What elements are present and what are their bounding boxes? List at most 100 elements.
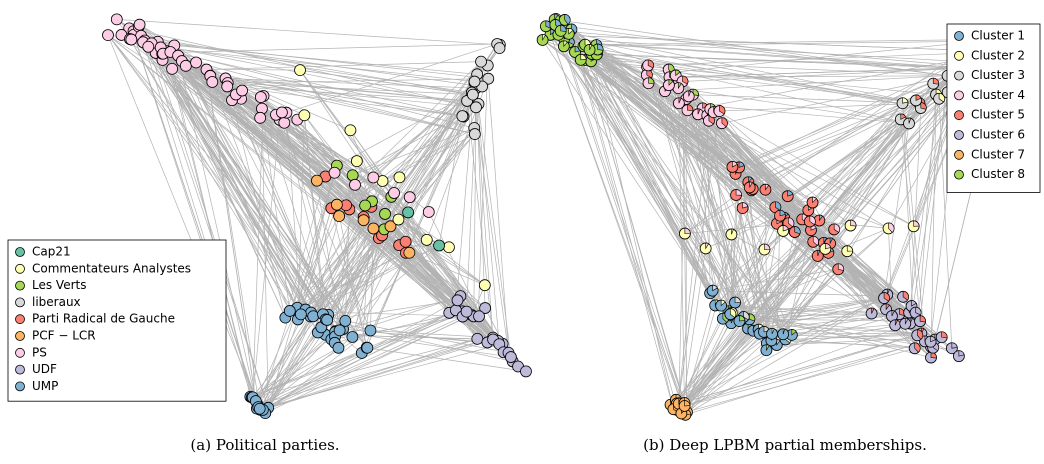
edge (739, 67, 980, 322)
edge (350, 130, 386, 215)
edge (352, 234, 382, 338)
edge (268, 338, 478, 409)
node-wedge (677, 82, 682, 90)
edge (735, 194, 773, 334)
node-wedge (833, 223, 840, 233)
edge (580, 59, 678, 411)
node (443, 241, 455, 254)
edge (263, 95, 305, 116)
legend-swatch (954, 70, 964, 81)
node (110, 13, 123, 26)
edge (681, 119, 902, 414)
legend-label: Cluster 8 (971, 167, 1025, 181)
legend-swatch (954, 50, 964, 61)
node-wedge (951, 342, 958, 349)
node (298, 109, 311, 122)
edge (682, 67, 980, 82)
node (133, 18, 146, 31)
edge (285, 176, 326, 318)
node (307, 310, 320, 323)
edge (646, 74, 778, 224)
node-wedge (812, 196, 817, 204)
edge (728, 208, 743, 316)
edge (466, 100, 494, 338)
node-wedge (809, 215, 816, 225)
node-wedge (891, 310, 895, 317)
node-wedge (732, 161, 738, 168)
edge (678, 318, 724, 404)
node-wedge (904, 317, 909, 325)
edge (160, 47, 475, 82)
node (328, 166, 341, 179)
node (294, 308, 307, 321)
node-wedge (932, 77, 940, 85)
node (339, 314, 352, 327)
edge (152, 44, 324, 315)
node-wedge (675, 69, 681, 77)
edge (560, 30, 920, 104)
edge (170, 51, 463, 117)
edge (550, 34, 1003, 53)
node (346, 169, 359, 182)
edge (776, 67, 980, 346)
edge (584, 44, 820, 221)
node-wedge (908, 117, 912, 124)
edge (133, 30, 347, 206)
edge (206, 61, 482, 70)
legend-swatch (954, 169, 964, 180)
legend-label: liberaux (32, 295, 81, 309)
edge (646, 40, 980, 76)
node (420, 234, 433, 246)
edge (289, 241, 406, 312)
legend-label: Cluster 5 (971, 108, 1025, 122)
edge (759, 215, 781, 334)
node-wedge (721, 117, 728, 128)
node-wedge (888, 222, 895, 233)
node-wedge (568, 28, 574, 35)
node-wedge (914, 342, 921, 353)
node (466, 88, 479, 101)
node-wedge (819, 214, 824, 222)
edge (487, 78, 509, 353)
edge (268, 314, 473, 409)
edge (684, 234, 732, 407)
edge (676, 111, 720, 411)
edge (731, 207, 776, 314)
edge (151, 43, 312, 313)
node (333, 324, 346, 337)
edge (563, 45, 910, 124)
node (344, 124, 357, 137)
node-wedge (692, 88, 699, 96)
node (311, 174, 323, 187)
node-wedge (825, 243, 831, 250)
legend-label: PS (32, 345, 47, 359)
edge (542, 39, 711, 294)
node-wedge (668, 79, 674, 86)
edge (583, 45, 921, 109)
node (402, 206, 415, 219)
edge (364, 205, 450, 314)
edge (299, 69, 473, 95)
legend-swatch (954, 130, 964, 140)
edge (681, 347, 915, 414)
node (283, 305, 296, 317)
node-wedge (958, 350, 965, 357)
node (253, 402, 266, 415)
edge (685, 341, 926, 416)
edge (345, 245, 400, 322)
node-wedge (850, 219, 857, 227)
node-wedge (900, 113, 907, 120)
node (475, 55, 487, 68)
edge (251, 309, 457, 398)
legend-swatch (15, 314, 25, 325)
edge (837, 92, 949, 270)
edge (677, 40, 980, 411)
edge (648, 51, 1003, 66)
edge (563, 38, 716, 306)
edge (908, 98, 940, 313)
edge (259, 165, 338, 409)
node-wedge (885, 303, 890, 311)
edge (678, 87, 910, 124)
edge (225, 78, 463, 117)
